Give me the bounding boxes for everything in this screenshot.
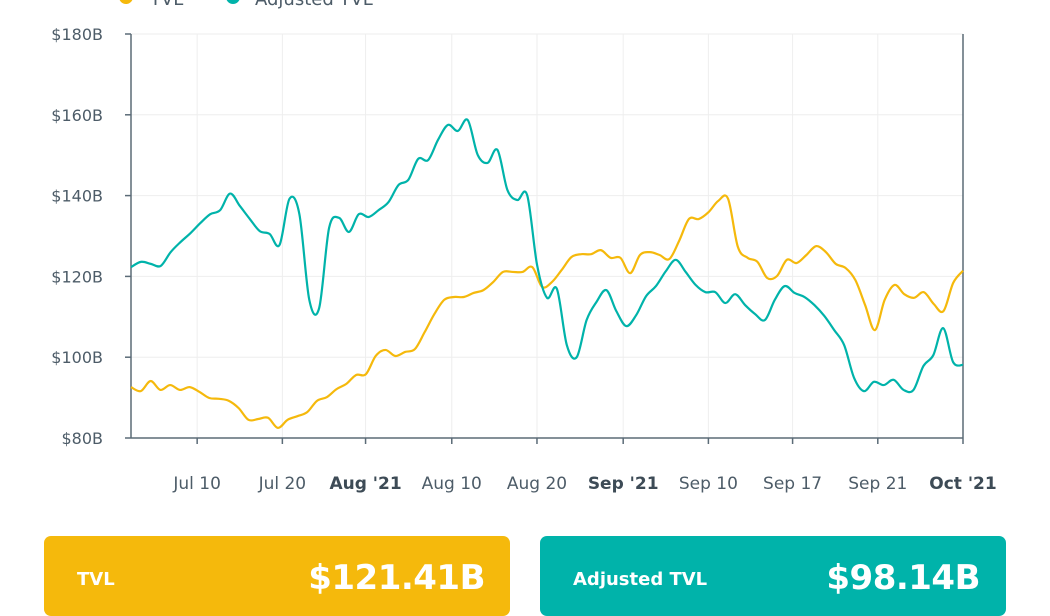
x-tick-label: Sep 10 bbox=[679, 474, 738, 494]
x-tick-label: Jul 10 bbox=[172, 474, 221, 494]
y-tick-label: $180B bbox=[51, 25, 103, 44]
y-tick-label: $160B bbox=[51, 106, 103, 125]
adjusted-tvl-series-line bbox=[130, 118, 964, 394]
series-lines bbox=[130, 118, 964, 429]
y-tick-label: $100B bbox=[51, 348, 103, 367]
adjusted-tvl-card-label: Adjusted TVL bbox=[573, 569, 708, 590]
y-tick-label: $120B bbox=[51, 267, 103, 286]
x-tick-label: Jul 20 bbox=[258, 474, 307, 494]
legend-tvl-label[interactable]: TVL bbox=[149, 0, 183, 10]
tvl-card: TVL $121.41B bbox=[44, 536, 510, 616]
x-tick-label: Sep 17 bbox=[763, 474, 822, 494]
legend-tvl-dot bbox=[119, 0, 133, 4]
tvl-series-line bbox=[130, 194, 964, 429]
x-axis: Jul 10 Jul 20 Aug '21 Aug 10 Aug 20 Sep '21 Se… bbox=[131, 34, 997, 494]
y-tick-label: $80B bbox=[61, 429, 103, 448]
x-tick-label: Aug 10 bbox=[422, 474, 482, 494]
grid bbox=[131, 33, 963, 438]
x-tick-label: Aug 20 bbox=[507, 474, 567, 494]
x-tick-label: Sep '21 bbox=[588, 474, 659, 494]
legend-adjusted-dot bbox=[226, 0, 240, 4]
adjusted-tvl-card-value: $98.14B bbox=[826, 558, 980, 598]
x-tick-label: Sep 21 bbox=[848, 474, 907, 494]
legend-adjusted-label[interactable]: Adjusted TVL bbox=[255, 0, 373, 10]
tvl-line-chart: $80B$100B$120B$140B$160B$180B Jul 10 Jul … bbox=[51, 0, 997, 494]
tvl-card-value: $121.41B bbox=[308, 558, 485, 598]
legend: TVL Adjusted TVL bbox=[119, 0, 373, 10]
x-tick-label: Aug '21 bbox=[329, 474, 401, 494]
y-tick-label: $140B bbox=[51, 187, 103, 206]
tvl-card-label: TVL bbox=[77, 569, 115, 590]
adjusted-tvl-card: Adjusted TVL $98.14B bbox=[540, 536, 1006, 616]
y-axis: $80B $100B $120B $140B $160B $180B bbox=[51, 25, 132, 448]
x-tick-label: Oct '21 bbox=[929, 474, 996, 494]
